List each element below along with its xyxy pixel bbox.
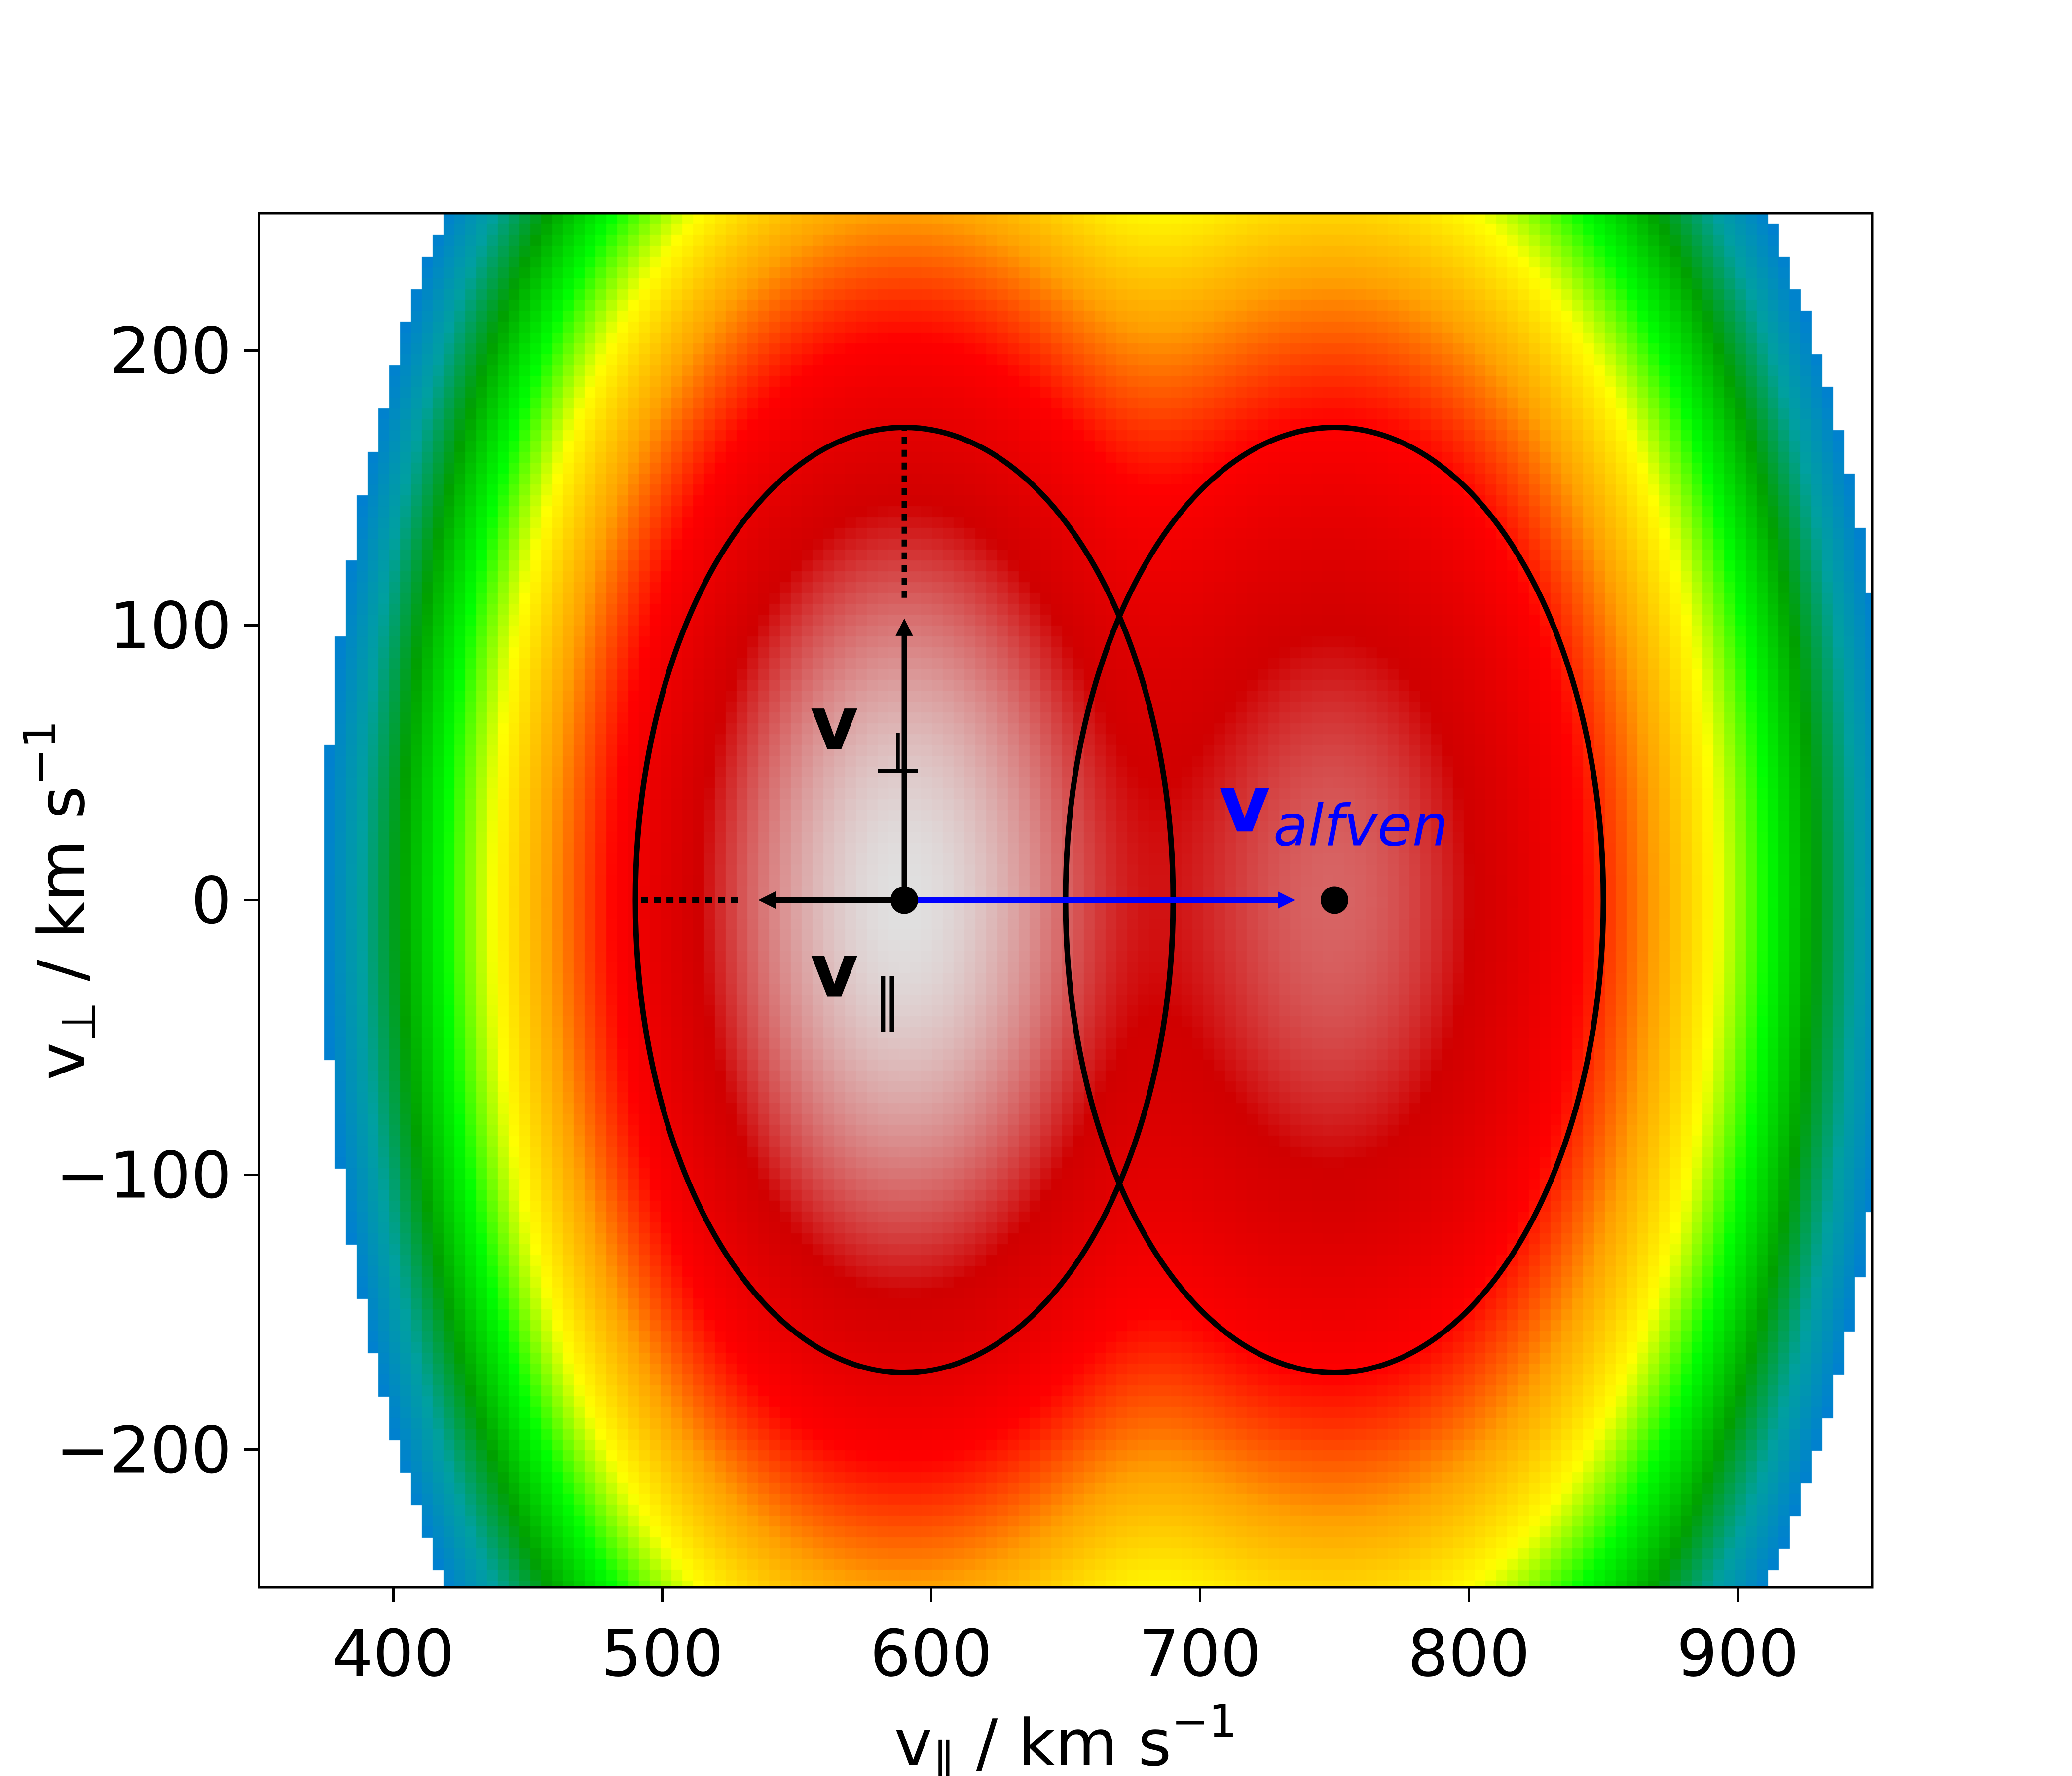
v-perp-label: v ⊥: [810, 681, 923, 786]
y-tick-label: 200: [110, 314, 232, 389]
x-axis-title: v∥ / km s−1: [894, 1696, 1237, 1776]
y-tick-label: −100: [56, 1138, 232, 1213]
y-tick-label: 0: [191, 863, 232, 938]
x-tick-label: 500: [601, 1616, 723, 1691]
overlay: v ⊥ v ∥ valfven: [632, 424, 1606, 1376]
x-tick-label: 600: [870, 1616, 992, 1691]
v-alfven-label: valfven: [1219, 758, 1448, 859]
y-axis: 200 100 0 −100 −200: [56, 314, 259, 1488]
y-tick-label: −200: [56, 1413, 232, 1488]
center-point-2: [1321, 886, 1348, 914]
y-axis-title: v⊥ / km s−1: [14, 720, 106, 1080]
center-point-1: [890, 886, 918, 914]
x-tick-label: 800: [1407, 1616, 1530, 1691]
y-tick-label: 100: [110, 589, 232, 664]
v-par-label: v ∥: [810, 928, 901, 1034]
x-tick-label: 900: [1676, 1616, 1799, 1691]
x-axis: 400 500 600 700 800 900: [332, 1587, 1799, 1691]
x-tick-label: 400: [332, 1616, 454, 1691]
x-tick-label: 700: [1139, 1616, 1261, 1691]
